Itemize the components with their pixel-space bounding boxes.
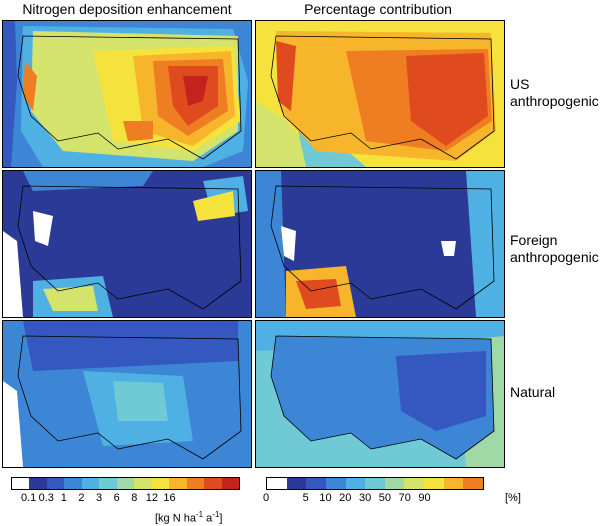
map-us-anthropogenic-deposition [2, 20, 252, 168]
colorbar-tick-label: 0.3 [38, 492, 54, 504]
colorbar-tick-label: 12 [145, 492, 159, 504]
colorbar-tick-label: 30 [358, 492, 372, 504]
left-column-title: Nitrogen deposition enhancement [22, 1, 232, 17]
colorbar-segment [116, 478, 135, 489]
colorbar-segment [221, 478, 240, 489]
colorbar-tick-label: 16 [163, 492, 176, 504]
colorbar-tick-label: 6 [113, 492, 120, 504]
colorbar-segment [384, 478, 405, 489]
colorbar-tick-label: 90 [418, 492, 431, 504]
colorbar-tick-label: 0 [262, 492, 270, 504]
right-column-title: Percentage contribution [304, 1, 452, 17]
colorbar-segment [134, 478, 152, 489]
colorbar-tick-label: 8 [131, 492, 138, 504]
colorbar-percentage-unit: [%] [505, 492, 521, 504]
row-label-line1: Foreign [510, 232, 558, 248]
row-label-line2: anthropogenic [510, 249, 599, 265]
colorbar-segment [64, 478, 82, 489]
map-foreign-anthropogenic-deposition [2, 170, 252, 318]
colorbar-segment [204, 478, 222, 489]
colorbar-segment [29, 478, 47, 489]
map-natural-percentage [255, 320, 505, 468]
row-label-line2: anthropogenic [510, 93, 599, 109]
colorbar-segment [12, 478, 30, 489]
colorbar-tick-label: 70 [398, 492, 411, 504]
colorbar-segment [151, 478, 170, 489]
map-foreign-anthropogenic-percentage [255, 170, 505, 318]
colorbar-tick-label: 3 [96, 492, 103, 504]
row-label-foreign-anthropogenic: Foreign anthropogenic [510, 232, 599, 266]
colorbar-segment [306, 478, 326, 489]
colorbar-tick-label: 0.1 [20, 492, 37, 504]
colorbar-segment [46, 478, 65, 489]
colorbar-tick-label: 5 [302, 492, 309, 504]
row-label-natural: Natural [510, 384, 555, 401]
colorbar-tick-label: 1 [60, 492, 67, 504]
colorbar-tick-label: 10 [319, 492, 332, 504]
colorbar-deposition-unit: [kg N ha-1 a-1] [155, 510, 223, 525]
colorbar-segment [186, 478, 205, 489]
colorbar-tick-label: 20 [339, 492, 352, 504]
colorbar-segment [404, 478, 425, 489]
colorbar-segment [463, 478, 484, 489]
row-label-line1: US [510, 76, 530, 92]
colorbar-segment [81, 478, 100, 489]
map-us-anthropogenic-percentage [255, 20, 505, 168]
row-label-us-anthropogenic: US anthropogenic [510, 76, 599, 110]
colorbar-segment [169, 478, 187, 489]
colorbar-deposition [11, 477, 240, 490]
colorbar-segment [424, 478, 444, 489]
colorbar-segment [345, 478, 366, 489]
colorbar-segment [325, 478, 346, 489]
row-label-line1: Natural [510, 384, 556, 400]
map-natural-deposition [2, 320, 252, 468]
colorbar-percentage [266, 477, 484, 490]
colorbar-tick-label: 50 [378, 492, 392, 504]
colorbar-segment [99, 478, 117, 489]
colorbar-segment [443, 478, 464, 489]
colorbar-segment [365, 478, 385, 489]
colorbar-tick-label: 2 [78, 492, 85, 504]
colorbar-segment [286, 478, 307, 489]
colorbar-segment [267, 478, 287, 489]
